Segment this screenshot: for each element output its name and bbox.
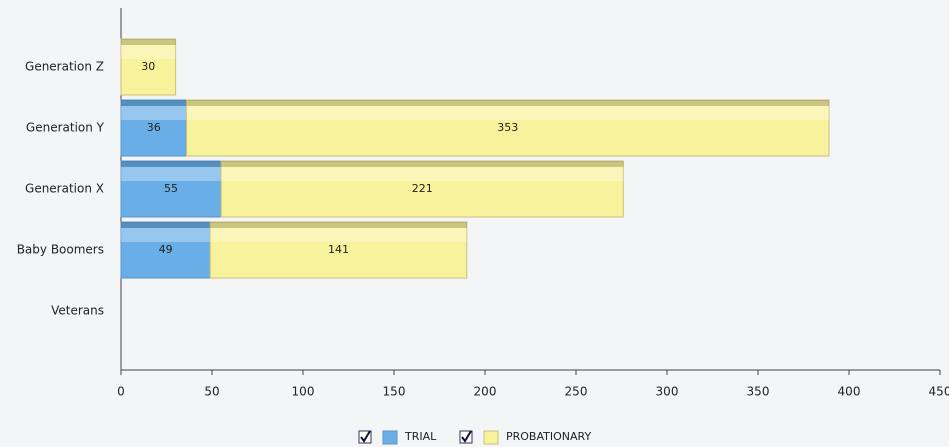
bar-highlight	[121, 106, 187, 120]
legend-swatch	[483, 430, 499, 445]
bar-highlight	[210, 222, 467, 228]
bar	[209, 221, 468, 279]
bar-highlight	[121, 228, 211, 242]
bar-highlight	[186, 106, 829, 120]
bar-highlight	[221, 167, 624, 181]
bar-highlight	[121, 222, 211, 228]
x-tick-label: 300	[656, 385, 679, 399]
data-label: 55	[164, 182, 178, 195]
bar-highlight	[121, 100, 187, 106]
bar	[120, 221, 211, 279]
y-tick-label: Generation Z	[25, 60, 104, 74]
bar	[120, 38, 177, 96]
x-tick-label: 250	[565, 385, 588, 399]
bar	[220, 160, 624, 218]
y-tick-label: Veterans	[51, 304, 104, 318]
y-tick-label: Baby Boomers	[17, 243, 104, 257]
y-tick-label: Generation Y	[26, 121, 105, 135]
x-tick-label: 50	[204, 385, 219, 399]
x-tick-label: 450	[929, 385, 949, 399]
legend-swatch	[382, 430, 398, 445]
legend-check	[360, 430, 371, 443]
x-tick-label: 150	[383, 385, 406, 399]
x-tick-label: 200	[474, 385, 497, 399]
data-label: 141	[328, 243, 349, 256]
x-tick-label: 400	[838, 385, 861, 399]
data-label: 221	[412, 182, 433, 195]
bar-highlight	[186, 100, 829, 106]
legend-check	[461, 430, 472, 443]
bar-highlight	[121, 161, 222, 167]
x-tick-label: 100	[292, 385, 315, 399]
bar-highlight	[121, 45, 176, 59]
x-tick-label: 350	[747, 385, 770, 399]
bar	[186, 99, 830, 157]
bar-highlight	[121, 167, 222, 181]
x-tick-label: 0	[117, 385, 125, 399]
bar	[120, 160, 222, 218]
data-label: 353	[497, 121, 518, 134]
data-label: 49	[159, 243, 173, 256]
bar-highlight	[221, 161, 624, 167]
bar-highlight	[121, 39, 176, 45]
legend-label: PROBATIONARY	[506, 430, 591, 443]
data-label: 30	[141, 60, 155, 73]
y-tick-label: Generation X	[25, 182, 104, 196]
legend-label: TRIAL	[404, 430, 437, 443]
bar-highlight	[210, 228, 467, 242]
data-label: 36	[147, 121, 161, 134]
